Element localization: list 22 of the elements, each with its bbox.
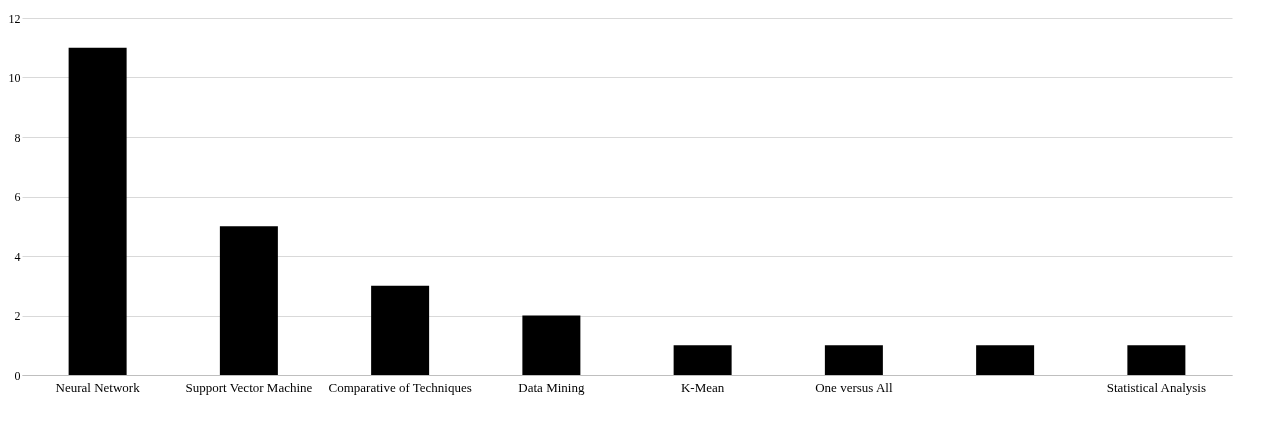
x-tick-label: Comparative of Techniques <box>328 379 472 395</box>
bar <box>522 315 581 375</box>
bar <box>68 47 127 375</box>
x-tick-label: Support Vector Machine <box>185 379 313 395</box>
y-tick-label: 10 <box>8 71 21 85</box>
y-tick-label: 0 <box>14 368 21 383</box>
bar <box>976 345 1035 375</box>
x-tick-label: One versus All <box>815 379 893 395</box>
bar <box>1127 345 1186 375</box>
bar <box>371 285 430 375</box>
y-tick-label: 2 <box>14 309 21 323</box>
y-tick-label: 6 <box>14 190 21 204</box>
y-tick-label: 8 <box>14 130 21 145</box>
bar <box>673 345 732 375</box>
x-tick-label: Data Mining <box>518 379 585 395</box>
x-tick-label: Neural Network <box>55 379 141 395</box>
bar <box>219 226 278 375</box>
x-tick-label: Statistical Analysis <box>1106 379 1207 395</box>
y-tick-label: 12 <box>8 11 21 26</box>
x-tick-label: K-Mean <box>680 379 725 395</box>
y-tick-label: 4 <box>14 249 21 264</box>
bar <box>824 345 883 375</box>
